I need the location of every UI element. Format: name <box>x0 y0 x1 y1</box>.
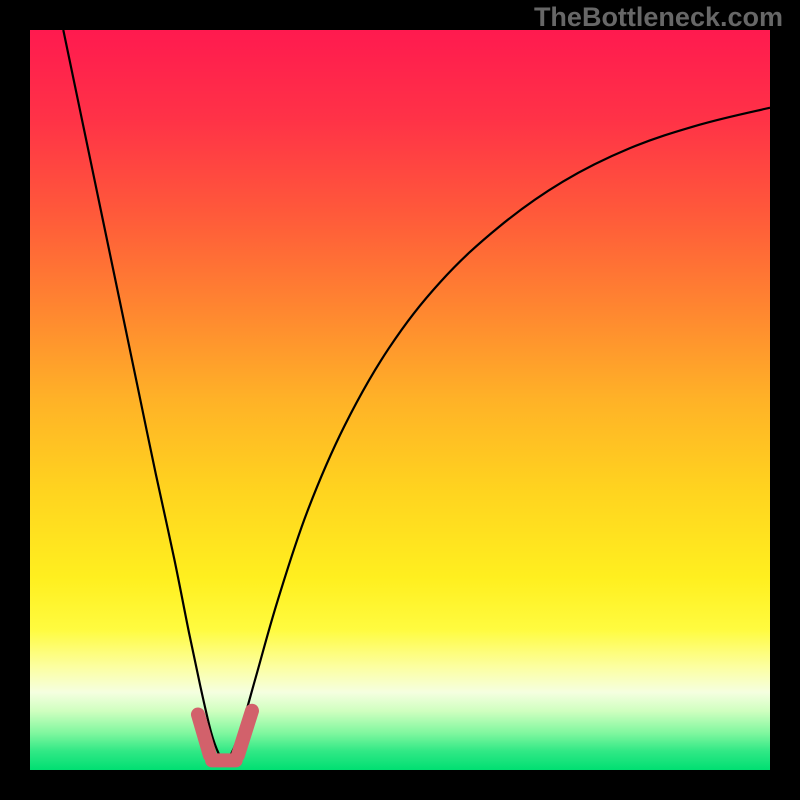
bottleneck-chart <box>0 0 800 800</box>
watermark-text: TheBottleneck.com <box>534 2 783 33</box>
